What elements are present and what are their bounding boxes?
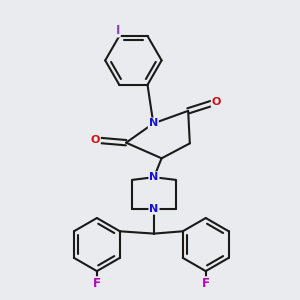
Text: O: O bbox=[91, 135, 100, 145]
Text: N: N bbox=[149, 172, 159, 182]
Text: F: F bbox=[202, 277, 210, 290]
Text: I: I bbox=[116, 23, 120, 37]
Text: O: O bbox=[212, 97, 221, 107]
Text: N: N bbox=[149, 118, 158, 128]
Text: F: F bbox=[93, 277, 101, 290]
Text: N: N bbox=[149, 204, 159, 214]
